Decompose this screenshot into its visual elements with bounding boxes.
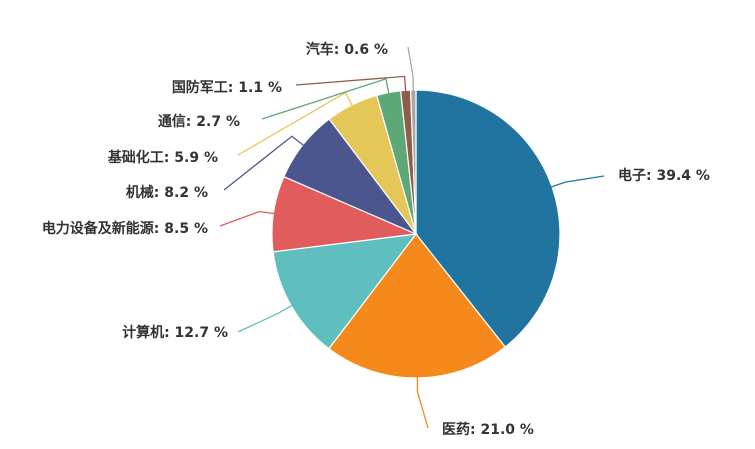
slice-labels: 电子: 39.4 % 医药: 21.0 % 计算机: 12.7 % 电力设备及新能源:… (42, 41, 710, 438)
leader-line (416, 375, 429, 429)
leader-line (219, 210, 276, 227)
slice-label: 机械: 8.2 % (126, 184, 208, 201)
slice-label: 电子: 39.4 % (618, 167, 710, 184)
pie-slices (271, 89, 561, 379)
slice-label: 汽车: 0.6 % (306, 41, 388, 58)
slice-label: 基础化工: 5.9 % (108, 149, 218, 166)
slice-label: 电力设备及新能源: 8.5 % (42, 220, 208, 237)
slice-label: 国防军工: 1.1 % (172, 79, 282, 96)
leader-line (549, 175, 605, 189)
slice-label: 通信: 2.7 % (158, 113, 240, 130)
leader-line (237, 304, 294, 333)
slice-label: 医药: 21.0 % (442, 421, 534, 438)
leader-line (407, 46, 414, 93)
label-leader-lines (219, 46, 605, 429)
leader-line (295, 75, 407, 93)
slice-label: 计算机: 12.7 % (122, 324, 228, 341)
leader-line (261, 78, 390, 120)
leader-line (223, 135, 305, 191)
